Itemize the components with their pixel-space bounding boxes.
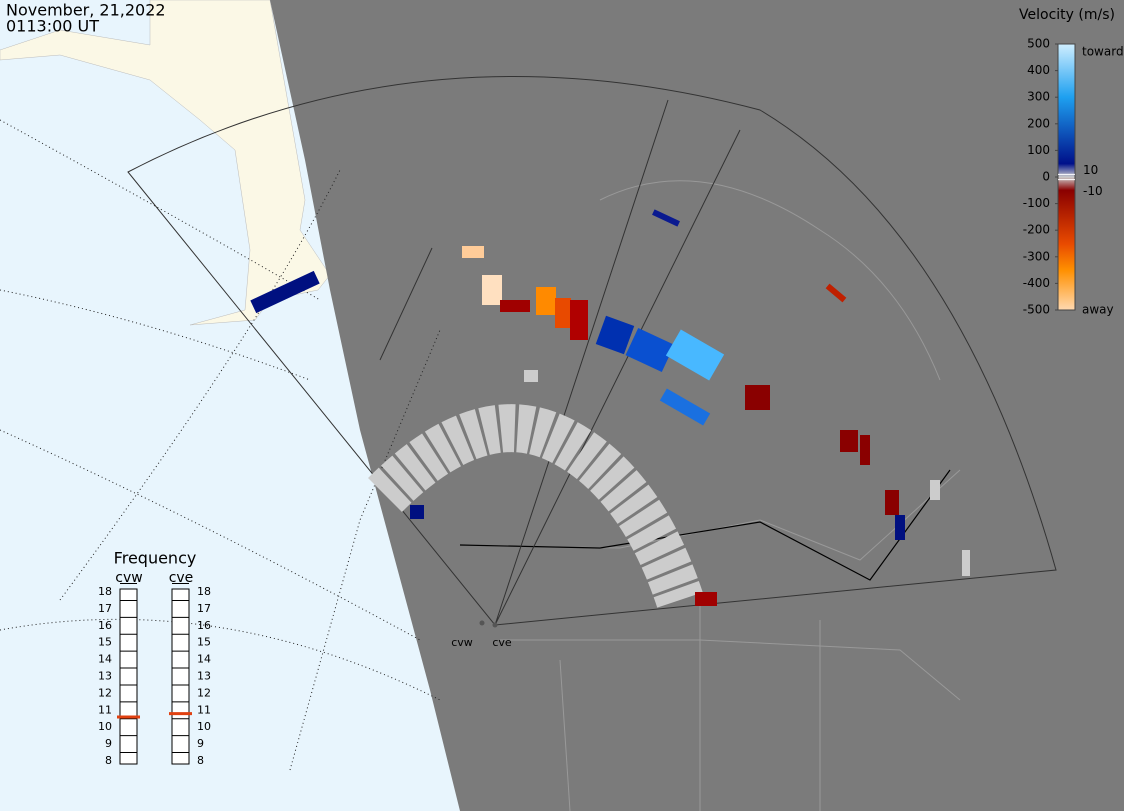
frequency-tick-label: 8 [197,754,204,767]
colorbar-tick-label: 200 [1027,116,1050,130]
site-marker [479,620,485,626]
colorbar-tick-label: -500 [1023,303,1050,317]
frequency-tick-label: 12 [98,686,112,699]
ground-scatter [368,404,703,608]
frequency-tick-label: 15 [197,636,211,649]
frequency-box [171,588,190,765]
frequency-tick-label: 13 [98,670,112,683]
frequency-radar-name: cvw [115,570,142,586]
colorbar-tick-label: -10 [1083,184,1103,198]
graticule [0,119,441,771]
frequency-box [119,588,138,765]
colorbar-tick-label: 300 [1027,90,1050,104]
frequency-tick-label: 14 [98,653,112,666]
colorbar-tick-label: -200 [1023,223,1050,237]
site-label: cvw [451,636,473,649]
frequency-tick-label: 17 [197,602,211,615]
colorbar-tick-label: 100 [1027,143,1050,157]
frequency-tick-label: 8 [105,754,112,767]
dark-region [270,0,1124,811]
velocity-cells [250,209,970,606]
colorbar-tick-label: -100 [1023,196,1050,210]
colorbar-title: Velocity (m/s) [1019,7,1115,23]
colorbar-end-label: away [1082,303,1114,317]
colorbar-tick-label: 400 [1027,63,1050,77]
frequency-tick-label: 11 [98,703,112,716]
frequency-tick-label: 11 [197,703,211,716]
frequency-tick-label: 13 [197,670,211,683]
frequency-tick-label: 10 [197,720,211,733]
frequency-tick-label: 16 [197,619,211,632]
colorbar-tick-label: -300 [1023,249,1050,263]
frequency-tick-label: 15 [98,636,112,649]
colorbar [1057,43,1076,311]
frequency-title: Frequency [114,549,197,568]
frequency-tick-label: 12 [197,686,211,699]
frequency-tick-label: 9 [105,737,112,750]
country-border [459,469,951,581]
frequency-tick-label: 16 [98,619,112,632]
time: 0113:00 UT [6,17,99,36]
colorbar-tick-label: 10 [1083,163,1098,177]
colorbar-tick-label: -400 [1023,276,1050,290]
borders [459,180,961,811]
frequency-tick-label: 18 [98,585,112,598]
site-marker [492,622,498,628]
radar-fov [127,76,1057,626]
colorbar-end-label: toward [1082,45,1124,59]
site-label: cve [492,636,512,649]
frequency-tick-label: 18 [197,585,211,598]
colorbar-tick-label: 0 [1042,170,1050,184]
date: November, 21,2022 [6,1,166,20]
frequency-tick-label: 17 [98,602,112,615]
frequency-radar-name: cve [169,570,194,586]
frequency-tick-label: 14 [197,653,211,666]
frequency-tick-label: 9 [197,737,204,750]
frequency-tick-label: 10 [98,720,112,733]
colorbar-tick-label: 500 [1027,37,1050,51]
